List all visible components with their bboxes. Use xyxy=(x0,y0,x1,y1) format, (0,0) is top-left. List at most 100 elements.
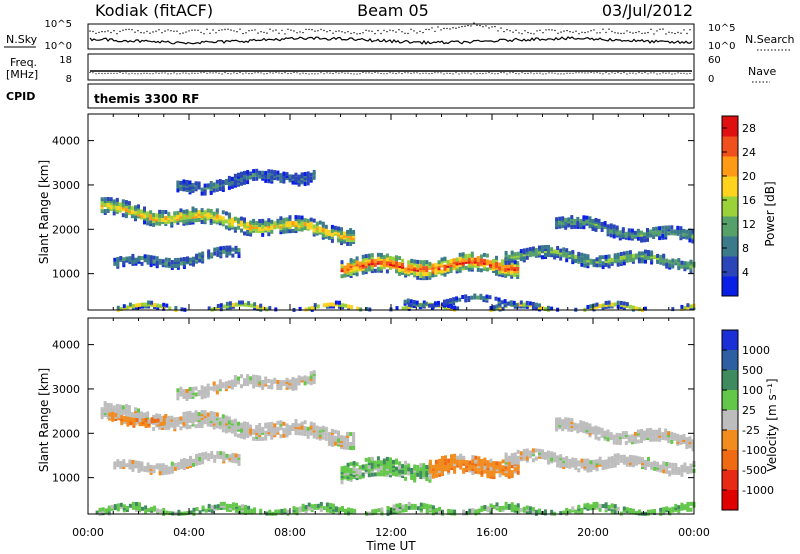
nsearch-point xyxy=(641,32,643,35)
echo-cell xyxy=(470,295,474,300)
echo-cell xyxy=(670,225,674,230)
echo-cell xyxy=(355,468,359,473)
echo-cell xyxy=(601,466,605,470)
echo-cell xyxy=(194,410,198,415)
echo-cell xyxy=(398,469,402,474)
nsearch-point xyxy=(242,32,244,35)
nsearch-point xyxy=(197,29,199,31)
echo-cell xyxy=(192,458,195,463)
echo-cell xyxy=(613,259,617,264)
echo-cell xyxy=(452,264,456,269)
echo-cell xyxy=(610,456,614,461)
echo-cell xyxy=(235,302,238,307)
echo-cell xyxy=(644,249,647,254)
nsearch-point xyxy=(440,29,442,31)
echo-cell xyxy=(492,259,495,263)
echo-cell xyxy=(230,379,234,384)
echo-cell xyxy=(258,227,262,231)
echo-cell xyxy=(134,257,138,262)
echo-cell xyxy=(550,306,554,311)
echo-cell xyxy=(564,417,568,422)
echo-cell xyxy=(449,267,453,271)
echo-cell xyxy=(428,504,432,509)
echo-cell xyxy=(525,247,529,252)
y-tick-label: 4000 xyxy=(52,135,80,148)
echo-cell xyxy=(200,389,204,394)
echo-cell xyxy=(613,510,617,515)
colorbar-segment xyxy=(722,276,738,297)
velocity-ylabel: Slant Range [km] xyxy=(37,368,51,472)
echo-cell xyxy=(191,218,195,223)
echo-cell xyxy=(652,235,656,239)
echo-cell xyxy=(119,307,123,311)
echo-cell xyxy=(309,431,313,436)
echo-cell xyxy=(192,256,195,261)
echo-cell xyxy=(306,171,310,176)
echo-cell xyxy=(233,226,237,231)
echo-cell xyxy=(307,502,311,507)
y-tick-label: 2000 xyxy=(52,427,80,440)
echo-cell xyxy=(207,503,211,508)
echo-cell xyxy=(179,390,183,395)
echo-cell xyxy=(677,262,681,267)
echo-cell xyxy=(686,501,690,506)
echo-cell xyxy=(374,508,378,513)
nsearch-point xyxy=(533,33,535,35)
nave-point xyxy=(515,72,517,75)
echo-cell xyxy=(407,463,411,468)
echo-cell xyxy=(126,416,130,421)
echo-cell xyxy=(488,295,492,300)
nave-point xyxy=(227,72,229,75)
echo-cell xyxy=(297,375,301,380)
echo-cell xyxy=(647,509,650,514)
echo-cell xyxy=(153,418,157,423)
echo-cell xyxy=(106,197,110,201)
nave-point xyxy=(389,72,391,74)
echo-cell xyxy=(571,457,575,462)
nave-point xyxy=(167,73,169,75)
echo-cell xyxy=(203,410,207,415)
echo-cell xyxy=(156,418,160,423)
nave-point xyxy=(266,73,268,75)
nsearch-point xyxy=(551,29,553,31)
echo-cell xyxy=(538,303,541,308)
echo-cell xyxy=(407,302,411,307)
echo-cell xyxy=(367,473,371,478)
echo-cell xyxy=(132,417,136,422)
echo-cell xyxy=(616,304,620,309)
nave-point xyxy=(236,72,238,74)
echo-cell xyxy=(164,414,168,418)
echo-cell xyxy=(628,252,632,257)
echo-cell xyxy=(324,426,328,431)
echo-cell xyxy=(274,307,278,312)
echo-cell xyxy=(156,508,160,513)
echo-cell xyxy=(571,508,575,513)
nsearch-point xyxy=(272,30,274,32)
echo-cell xyxy=(498,303,502,308)
nsearch-point xyxy=(209,32,211,34)
echo-cell xyxy=(294,429,298,434)
echo-cell xyxy=(146,254,150,259)
nave-point xyxy=(581,72,583,74)
echo-cell xyxy=(325,506,329,511)
echo-cell xyxy=(458,266,462,271)
colorbar-segment xyxy=(722,176,738,197)
echo-cell xyxy=(480,505,484,510)
echo-cell xyxy=(489,306,493,310)
echo-cell xyxy=(534,302,538,307)
echo-cell xyxy=(624,441,628,445)
echo-cell xyxy=(198,258,202,263)
echo-cell xyxy=(598,503,602,508)
echo-cell xyxy=(234,245,238,250)
nave-point xyxy=(311,73,313,75)
echo-cell xyxy=(116,305,120,310)
echo-cell xyxy=(364,254,368,259)
echo-cell xyxy=(659,507,663,512)
echo-cell xyxy=(294,176,298,181)
echo-cell xyxy=(480,459,484,463)
echo-cell xyxy=(562,457,566,462)
echo-cell xyxy=(558,216,562,221)
echo-cell xyxy=(513,252,517,257)
echo-cell xyxy=(565,258,569,263)
echo-cell xyxy=(559,454,563,459)
